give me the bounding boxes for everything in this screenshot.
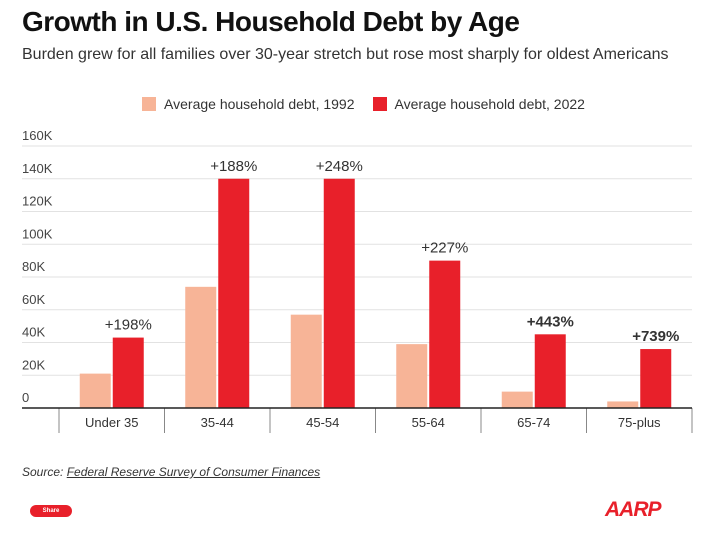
legend: Average household debt, 1992 Average hou…	[0, 96, 727, 112]
bar-1992	[501, 391, 533, 408]
source-prefix: Source:	[22, 465, 67, 479]
change-label: +188%	[210, 158, 257, 175]
y-tick-label: 140K	[22, 161, 53, 176]
change-label: +198%	[105, 317, 152, 334]
bar-1992	[607, 401, 639, 408]
chart-title: Growth in U.S. Household Debt by Age	[22, 6, 520, 37]
legend-swatch-1992	[142, 97, 157, 111]
bar-2022	[112, 337, 144, 408]
x-tick-label: 65-74	[517, 415, 550, 430]
aarp-logo: AARP	[605, 498, 662, 521]
change-label: +739%	[632, 328, 679, 345]
legend-item-1992: Average household debt, 1992	[142, 96, 355, 112]
y-tick-label: 60K	[22, 292, 45, 307]
x-tick-label: 45-54	[306, 415, 339, 430]
source-note: Source: Federal Reserve Survey of Consum…	[22, 465, 320, 479]
share-label: Share	[42, 508, 60, 514]
bar-1992	[185, 286, 217, 408]
x-tick-label: 75-plus	[618, 415, 661, 430]
legend-label-2022: Average household debt, 2022	[394, 96, 585, 112]
legend-label-1992: Average household debt, 1992	[164, 96, 355, 112]
y-tick-label: 80K	[22, 259, 45, 274]
y-tick-label: 160K	[22, 128, 53, 143]
bar-2022	[534, 334, 566, 408]
y-tick-label: 100K	[22, 226, 53, 241]
bar-2022	[640, 349, 672, 408]
share-button[interactable]: Share	[30, 505, 72, 517]
bar-1992	[290, 314, 322, 408]
legend-item-2022: Average household debt, 2022	[372, 96, 585, 112]
change-label: +443%	[527, 313, 574, 330]
bar-1992	[79, 373, 111, 408]
change-label: +227%	[421, 240, 468, 257]
chart-subtitle: Burden grew for all families over 30-yea…	[22, 46, 669, 63]
x-tick-label: 55-64	[412, 415, 445, 430]
y-tick-label: 0	[22, 390, 29, 405]
bar-2022	[323, 178, 355, 408]
legend-swatch-2022	[372, 97, 387, 111]
x-tick-label: 35-44	[201, 415, 234, 430]
bar-2022	[429, 260, 461, 408]
bar-2022	[218, 178, 250, 408]
y-tick-label: 20K	[22, 357, 45, 372]
source-link[interactable]: Federal Reserve Survey of Consumer Finan…	[66, 465, 321, 479]
x-tick-label: Under 35	[85, 415, 138, 430]
bar-1992	[396, 344, 428, 408]
change-label: +248%	[316, 158, 363, 175]
y-tick-label: 120K	[22, 194, 53, 209]
y-tick-label: 40K	[22, 325, 45, 340]
